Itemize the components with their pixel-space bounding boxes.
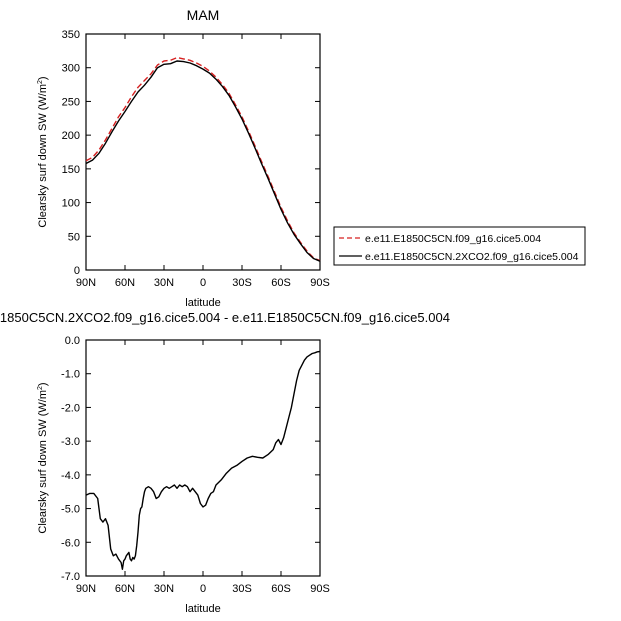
bottom-y-tick-label: -2.0 — [61, 402, 80, 414]
bottom-panel: e.e11.E1850C5CN.2XCO2.f09_g16.cice5.004 … — [0, 310, 450, 615]
top-y-tick-label: 0 — [74, 265, 80, 277]
top-x-tick-label: 60S — [271, 277, 291, 289]
bottom-y-axis-label-close: ) — [37, 382, 49, 386]
bottom-y-tick-label: -5.0 — [61, 504, 80, 516]
bottom-y-tick-label: -4.0 — [61, 470, 80, 482]
top-x-tick-label: 90N — [76, 277, 96, 289]
top-x-tick-label: 90S — [310, 277, 330, 289]
top-y-tick-label: 100 — [62, 198, 80, 210]
top-x-tick-label: 0 — [200, 277, 206, 289]
bottom-y-tick-label: -1.0 — [61, 369, 80, 381]
top-y-tick-label: 250 — [62, 96, 80, 108]
top-y-tick-label: 300 — [62, 63, 80, 75]
bottom-y-axis-label-main: Clearsky surf down SW (W/m — [37, 390, 49, 534]
bottom-title: e.e11.E1850C5CN.2XCO2.f09_g16.cice5.004 … — [0, 310, 450, 325]
bottom-x-tick-label: 90S — [310, 583, 330, 595]
top-y-axis-label-sup: 2 — [37, 80, 44, 84]
bottom-x-axis-label: latitude — [185, 603, 220, 615]
bottom-x-axis: 90N 60N 30N 0 30S 60S 90S — [76, 340, 330, 595]
legend-label-control: e.e11.E1850C5CN.f09_g16.cice5.004 — [365, 233, 541, 245]
bottom-y-tick-label: -3.0 — [61, 436, 80, 448]
bottom-x-tick-label: 30N — [154, 583, 174, 595]
bottom-y-axis-label-sup: 2 — [37, 386, 44, 390]
bottom-y-axis-label: Clearsky surf down SW (W/m2) — [37, 382, 49, 533]
top-y-axis-label: Clearsky surf down SW (W/m2) — [37, 76, 49, 227]
top-x-tick-label: 60N — [115, 277, 135, 289]
top-y-tick-label: 350 — [62, 29, 80, 41]
top-panel: MAM 0 50 100 150 200 250 300 350 90N 60N 30N 0 30S 6… — [37, 7, 586, 309]
top-y-axis-label-close: ) — [37, 76, 49, 80]
bottom-x-tick-label: 60N — [115, 583, 135, 595]
top-y-tick-label: 50 — [68, 231, 80, 243]
top-y-tick-label: 150 — [62, 164, 80, 176]
bottom-y-axis: 0.0 -1.0 -2.0 -3.0 -4.0 -5.0 -6.0 -7.0 — [61, 335, 320, 583]
top-series-line-0 — [85, 56, 321, 262]
bottom-x-tick-label: 0 — [200, 583, 206, 595]
top-x-axis: 90N 60N 30N 0 30S 60S 90S — [76, 34, 330, 289]
bottom-plot-frame — [85, 339, 321, 577]
bottom-y-tick-label: -7.0 — [61, 571, 80, 583]
bottom-series-line-0 — [85, 350, 321, 570]
top-title: MAM — [187, 7, 220, 23]
bottom-series-group — [85, 350, 321, 570]
top-y-axis: 0 50 100 150 200 250 300 350 — [62, 29, 320, 277]
legend: e.e11.E1850C5CN.f09_g16.cice5.004 e.e11.… — [333, 226, 586, 266]
top-y-tick-label: 200 — [62, 130, 80, 142]
bottom-x-tick-label: 90N — [76, 583, 96, 595]
bottom-y-tick-label: -6.0 — [61, 537, 80, 549]
top-series-group — [85, 56, 321, 262]
bottom-x-tick-label: 60S — [271, 583, 291, 595]
top-x-tick-label: 30S — [232, 277, 252, 289]
top-x-axis-label: latitude — [185, 297, 220, 309]
legend-box — [333, 226, 586, 266]
bottom-x-tick-label: 30S — [232, 583, 252, 595]
top-y-axis-label-main: Clearsky surf down SW (W/m — [37, 84, 49, 228]
top-series-line-1 — [85, 60, 321, 262]
bottom-y-tick-label: 0.0 — [65, 335, 80, 347]
legend-label-2xco2: e.e11.E1850C5CN.2XCO2.f09_g16.cice5.004 — [365, 251, 579, 263]
top-x-tick-label: 30N — [154, 277, 174, 289]
